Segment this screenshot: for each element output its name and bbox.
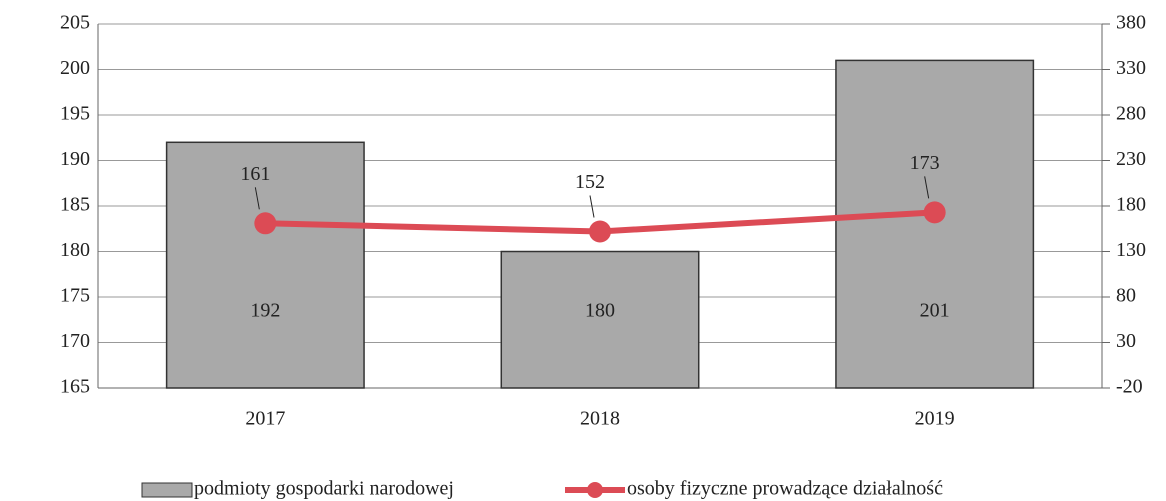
legend-label: osoby fizyczne prowadzące działalność [627,478,943,500]
y-tick-label: 185 [60,194,90,216]
data-label: 161 [240,163,270,185]
y-tick-label: 205 [60,12,90,34]
data-label: 152 [575,171,605,193]
y2-tick-label: 230 [1116,148,1146,170]
bar [500,250,700,389]
y-tick-label: 165 [60,376,90,398]
x-tick-label: 2017 [245,408,285,430]
data-label: 180 [585,300,615,322]
y-tick-label: 195 [60,103,90,125]
bar [165,141,365,389]
y-tick-label: 200 [60,57,90,79]
leader-line [254,187,260,210]
y2-tick-label: 180 [1116,194,1146,216]
line-marker [923,201,946,224]
x-tick-label: 2019 [915,408,955,430]
y2-tick-label: -20 [1116,376,1143,398]
data-label: 173 [910,152,940,174]
y2-tick-label: 30 [1116,330,1136,352]
legend-label: podmioty gospodarki narodowej [194,478,454,500]
bar [835,59,1035,389]
y2-tick-label: 380 [1116,12,1146,34]
data-label: 192 [250,300,280,322]
y2-tick-label: 330 [1116,57,1146,79]
y-tick-label: 175 [60,285,90,307]
x-tick-label: 2018 [580,408,620,430]
y-tick-label: 170 [60,330,90,352]
y2-tick-label: 280 [1116,103,1146,125]
y2-tick-label: 80 [1116,285,1136,307]
y-tick-label: 180 [60,239,90,261]
legend-marker [587,482,603,498]
data-label: 201 [920,300,950,322]
y2-tick-label: 130 [1116,239,1146,261]
leader-line [589,195,595,218]
legend-swatch [141,482,193,498]
y-tick-label: 190 [60,148,90,170]
line-marker [589,220,611,243]
line-marker [254,212,277,235]
leader-line [924,176,930,199]
